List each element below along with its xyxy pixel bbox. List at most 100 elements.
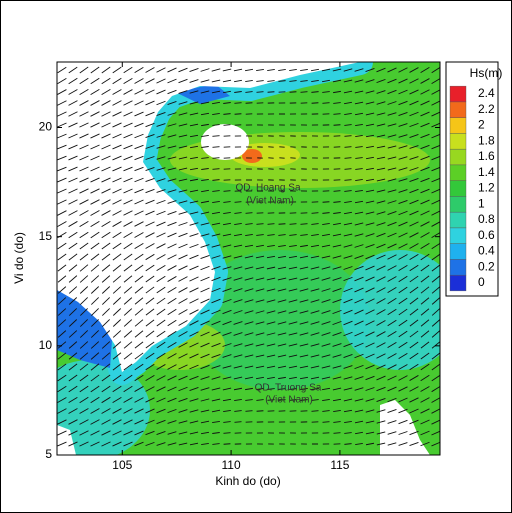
wind-arrow <box>178 189 188 193</box>
wind-arrow <box>222 277 232 281</box>
wind-arrow <box>68 89 78 95</box>
wind-arrow <box>201 179 209 181</box>
wind-arrow <box>91 319 99 327</box>
wind-arrow <box>333 113 341 115</box>
wind-arrow <box>332 288 342 292</box>
wind-arrow <box>398 264 408 272</box>
wind-arrow <box>223 212 231 214</box>
wind-arrow <box>354 298 364 304</box>
wind-arrow <box>266 277 276 281</box>
colorbar-label: 1 <box>478 196 485 210</box>
wind-arrow <box>101 419 111 425</box>
wind-arrow <box>344 168 352 170</box>
wind-arrow <box>79 430 89 436</box>
wind-arrow <box>212 179 220 181</box>
wind-arrow <box>376 442 386 446</box>
wind-arrow <box>343 90 353 94</box>
wind-arrow <box>145 419 155 425</box>
wind-arrow <box>365 254 375 260</box>
wind-arrow <box>387 67 397 73</box>
wind-arrow <box>178 254 188 260</box>
wind-arrow <box>178 145 188 149</box>
colorbar-swatch <box>449 164 467 181</box>
wind-arrow <box>223 190 231 192</box>
wind-arrow <box>365 287 375 293</box>
wind-arrow <box>222 376 232 380</box>
wind-arrow <box>288 299 298 303</box>
wind-arrow <box>233 288 243 292</box>
wind-arrow <box>409 100 419 106</box>
wind-arrow <box>178 375 188 381</box>
wind-arrow <box>57 341 67 349</box>
wind-arrow <box>112 396 122 404</box>
wind-arrow <box>90 100 100 106</box>
wind-arrow <box>167 211 177 215</box>
wind-arrow <box>189 398 199 402</box>
wind-arrow <box>112 297 122 305</box>
wind-arrow <box>354 90 364 94</box>
wind-arrow <box>256 80 264 82</box>
wind-arrow <box>145 100 155 106</box>
wind-arrow <box>79 242 89 250</box>
wind-arrow <box>409 352 419 360</box>
wind-arrow <box>178 331 188 337</box>
wind-arrow <box>101 396 111 404</box>
wind-arrow <box>223 90 231 94</box>
wind-arrow <box>200 112 210 116</box>
wind-arrow <box>420 232 430 238</box>
wind-arrow <box>266 354 276 358</box>
wind-arrow <box>68 408 78 414</box>
wind-arrow <box>344 420 352 424</box>
wind-arrow <box>211 68 221 72</box>
wind-arrow <box>90 264 100 272</box>
wind-arrow <box>189 364 199 370</box>
wind-arrow <box>387 375 397 381</box>
wind-arrow <box>321 343 331 347</box>
wind-arrow <box>299 266 309 270</box>
colorbar-swatch <box>449 180 467 197</box>
wind-arrow <box>79 253 89 261</box>
wind-arrow <box>112 330 122 338</box>
wind-arrow <box>200 398 210 402</box>
wind-arrow <box>123 385 133 393</box>
wind-arrow <box>201 168 209 170</box>
wind-arrow <box>112 166 122 172</box>
wind-arrow <box>68 199 78 205</box>
wind-arrow <box>57 89 67 95</box>
wind-arrow <box>431 133 440 139</box>
wind-arrow <box>233 310 243 314</box>
wind-arrow <box>178 342 188 348</box>
wind-arrow <box>156 210 166 216</box>
wind-arrow <box>134 177 144 183</box>
wind-arrow <box>376 398 386 402</box>
wind-arrow <box>112 253 122 261</box>
wind-arrow <box>321 376 331 380</box>
wind-arrow <box>322 102 330 104</box>
wind-arrow <box>387 265 397 271</box>
wind-arrow <box>366 167 374 171</box>
wind-arrow <box>300 80 308 82</box>
wind-arrow <box>398 286 408 294</box>
wind-arrow <box>167 297 177 305</box>
wind-arrow <box>277 321 287 325</box>
wind-arrow <box>189 134 199 138</box>
wind-arrow <box>233 266 243 270</box>
wind-arrow <box>211 79 221 83</box>
wind-arrow <box>189 309 199 315</box>
wind-arrow <box>354 342 364 348</box>
wind-arrow <box>420 352 430 360</box>
wind-arrow <box>123 330 133 338</box>
wind-arrow <box>200 254 210 260</box>
wind-arrow <box>189 123 199 127</box>
wind-arrow <box>431 100 440 106</box>
colorbar-label: 2.4 <box>478 86 495 100</box>
wind-arrow <box>289 234 297 236</box>
wind-arrow <box>57 111 67 117</box>
wind-arrow <box>332 320 342 326</box>
wind-arrow <box>387 243 397 249</box>
wind-arrow <box>343 342 353 348</box>
wind-arrow <box>398 397 408 403</box>
wind-arrow <box>244 376 254 380</box>
wind-arrow <box>278 223 286 225</box>
wind-arrow <box>321 255 331 259</box>
